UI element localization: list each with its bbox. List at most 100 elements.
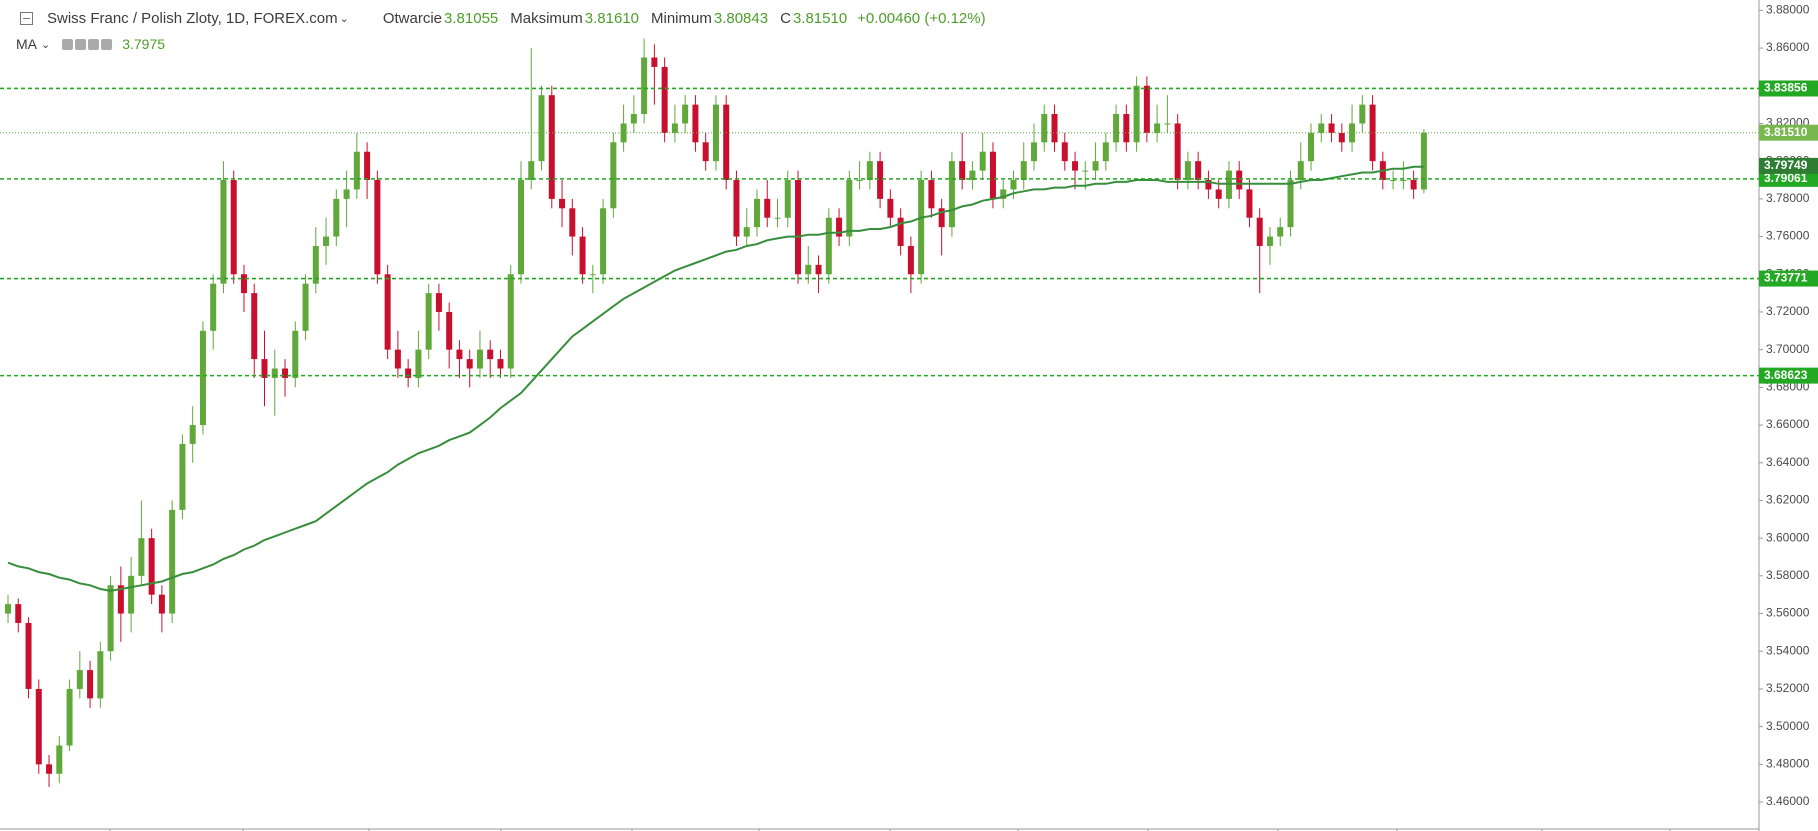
candle-body — [497, 359, 504, 369]
ma-icon[interactable] — [101, 38, 113, 50]
ohlc-label: C — [780, 10, 791, 27]
candle-body — [1164, 123, 1171, 125]
candle-body — [918, 180, 925, 275]
dropdown-caret[interactable]: ⌄ — [339, 13, 349, 25]
candle-body — [1154, 123, 1161, 133]
candle-body — [815, 264, 822, 275]
candle-body — [1390, 180, 1397, 182]
candle-body — [220, 180, 227, 284]
level-box — [1759, 170, 1818, 187]
candle-body — [928, 180, 935, 209]
candle-body — [979, 151, 986, 171]
candle-body — [825, 217, 832, 275]
y-tick-label: 3.78000 — [1766, 191, 1810, 205]
candle-body — [1420, 132, 1427, 190]
candle-body — [46, 764, 53, 774]
dropdown-caret[interactable]: ⌄ — [41, 38, 51, 51]
candle-body — [87, 670, 94, 699]
y-tick-label: 3.52000 — [1766, 681, 1810, 695]
candle-body — [959, 161, 966, 181]
candle-body — [610, 142, 617, 209]
y-tick-label: 3.86000 — [1766, 40, 1810, 54]
candle-body — [989, 151, 996, 199]
candle-body — [179, 443, 186, 510]
candle-body — [723, 104, 730, 181]
candle-body — [1020, 161, 1027, 181]
candle-body — [1410, 180, 1417, 190]
candle-body — [1031, 142, 1037, 162]
candle-body — [518, 180, 524, 275]
ohlc-value: 3.81510 — [792, 10, 848, 27]
ma-icon[interactable] — [62, 38, 74, 50]
candle-body — [1143, 85, 1150, 133]
candle-body — [1359, 104, 1366, 124]
level-box — [1759, 270, 1818, 287]
candle-body — [1338, 132, 1345, 143]
candle-body — [435, 293, 442, 312]
candle-body — [764, 198, 771, 218]
candle-body — [548, 95, 555, 199]
candle-body — [1195, 161, 1202, 181]
candle-body — [1236, 170, 1243, 190]
candle-body — [620, 123, 627, 143]
y-tick-label: 3.76000 — [1766, 229, 1810, 243]
candle-body — [240, 274, 247, 294]
candle-body — [425, 293, 432, 350]
level-label: 3.73771 — [1764, 271, 1808, 285]
candle-body — [158, 594, 165, 614]
candle-body — [138, 538, 145, 576]
candle-body — [169, 509, 176, 614]
ohlc-value: 3.81055 — [444, 10, 499, 27]
ma-icon[interactable] — [75, 38, 87, 50]
candle-body — [210, 283, 217, 331]
candle-body — [1328, 123, 1335, 133]
candle-body — [877, 161, 884, 199]
candle-body — [1123, 114, 1130, 143]
candle-body — [1215, 189, 1222, 199]
time-ticks — [109, 829, 1671, 831]
candle-body — [1051, 114, 1058, 143]
candle-body — [846, 180, 853, 237]
candle-body — [107, 585, 114, 652]
symbol-title[interactable]: Swiss Franc / Polish Zloty, 1D, FOREX.co… — [47, 10, 338, 27]
candle-body — [1082, 170, 1089, 172]
candle-body — [302, 283, 309, 331]
candle-body — [292, 330, 299, 378]
candle-body — [405, 368, 412, 378]
ma-line — [7, 165, 1424, 592]
ohlc-label: Maksimum — [510, 10, 583, 27]
candle-body — [507, 274, 514, 369]
candle-body — [1092, 161, 1099, 171]
candle-body — [1113, 114, 1120, 143]
candle-body — [651, 57, 658, 67]
legend-header: Swiss Franc / Polish Zloty, 1D, FOREX.co… — [20, 10, 988, 27]
candle-body — [117, 585, 124, 614]
candle-body — [897, 217, 904, 246]
candle-body — [969, 170, 976, 181]
candle-body — [1000, 189, 1007, 199]
candle-body — [1308, 132, 1315, 162]
ohlc-label: Otwarcie — [382, 10, 443, 27]
candle-body — [682, 104, 689, 124]
candle-body — [692, 104, 699, 143]
candle-body — [630, 114, 637, 124]
ma-name[interactable]: MA — [16, 36, 37, 52]
ohlc-label: Minimum — [651, 10, 712, 27]
y-tick-label: 3.56000 — [1766, 606, 1810, 620]
ma-icon[interactable] — [88, 38, 100, 50]
candle-body — [1041, 114, 1048, 143]
candle-body — [866, 161, 873, 181]
candle-body — [35, 688, 42, 765]
candle-body — [476, 349, 483, 369]
candle-body — [1400, 180, 1407, 182]
y-tick-label: 3.62000 — [1766, 493, 1810, 507]
level-box — [1759, 80, 1818, 97]
candle-body — [1102, 142, 1109, 162]
candle-body — [66, 688, 73, 746]
candle-body — [230, 180, 237, 275]
collapse-icon[interactable] — [20, 12, 33, 25]
candle-body — [1369, 104, 1376, 162]
candle-body — [702, 142, 709, 162]
candle-body — [1010, 180, 1017, 190]
